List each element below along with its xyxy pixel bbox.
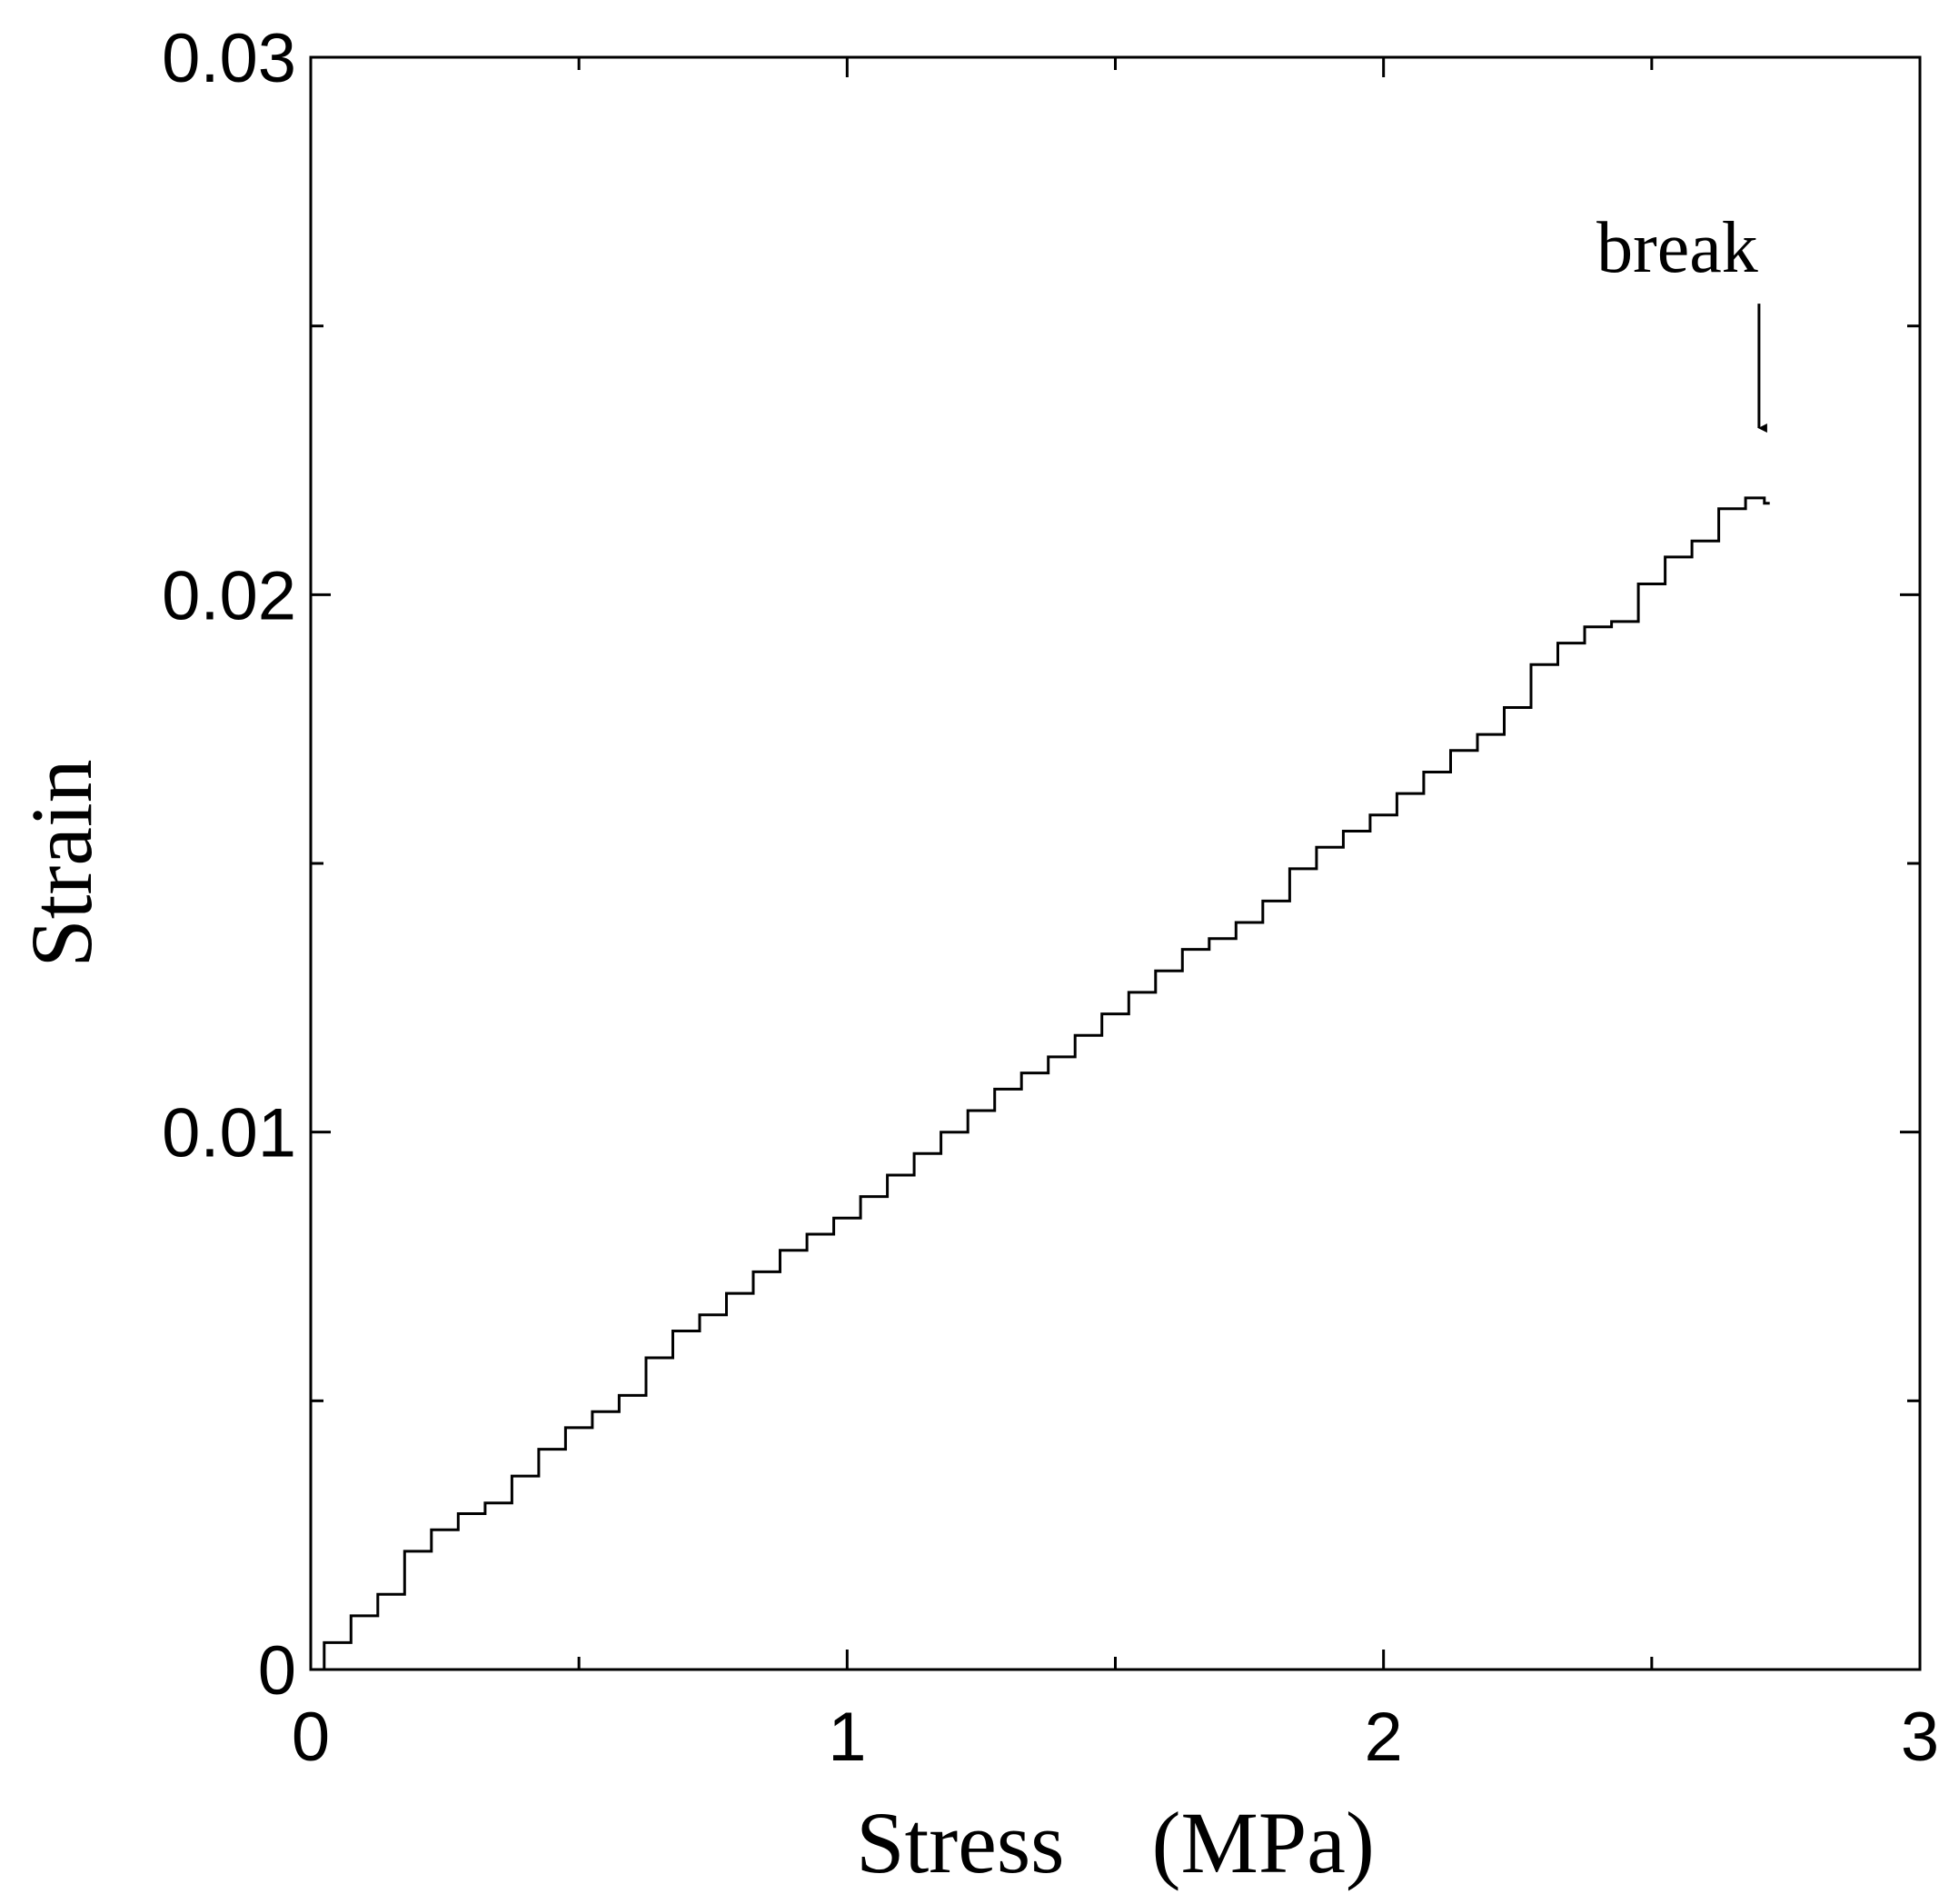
y-tick-label: 0.01 [162,1095,296,1172]
y-tick-label: 0.02 [162,557,296,634]
x-tick-label: 0 [292,1699,330,1776]
plot-frame [309,55,1922,1671]
x-tick-label: 2 [1365,1699,1403,1776]
x-tick-label: 3 [1901,1699,1939,1776]
break-annotation-label: break [1596,208,1758,288]
y-axis-title: Strain [13,759,110,967]
x-axis-title: Stress (MPa) [856,1794,1375,1891]
y-tick-label: 0.03 [162,20,296,97]
x-tick-label: 1 [828,1699,866,1776]
y-tick-label: 0 [258,1632,296,1710]
stress-strain-line [311,496,1770,1671]
